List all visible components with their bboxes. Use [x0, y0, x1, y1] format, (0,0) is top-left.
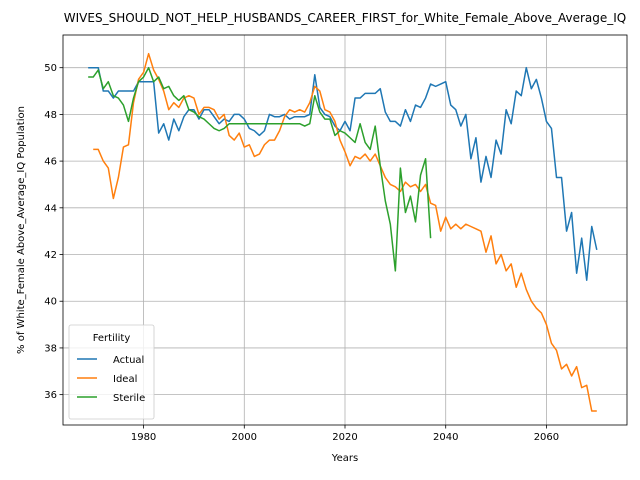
- legend-label-actual: Actual: [113, 355, 144, 366]
- x-tick-label: 1980: [131, 432, 156, 443]
- y-tick-label: 42: [44, 250, 57, 261]
- legend-label-ideal: Ideal: [113, 374, 137, 385]
- axis-ticks: 1980 2000 2020 2040 2060 36 38 40 42 44 46 48 50: [44, 63, 559, 443]
- x-tick-label: 2020: [332, 432, 357, 443]
- y-tick-label: 50: [44, 63, 57, 74]
- legend-title: Fertility: [93, 333, 131, 344]
- legend-label-sterile: Sterile: [113, 393, 145, 404]
- x-axis-label: Years: [331, 453, 358, 464]
- series-lines: [88, 52, 598, 412]
- series-line-ideal: [93, 52, 597, 412]
- y-tick-label: 40: [44, 297, 57, 308]
- chart-title: WIVES_SHOULD_NOT_HELP_HUSBANDS_CAREER_FI…: [64, 11, 626, 25]
- legend: Fertility Actual Ideal Sterile: [68, 324, 155, 420]
- y-axis-label: % of White_Female Above_Average_IQ Popul…: [16, 106, 27, 354]
- y-tick-label: 46: [44, 157, 57, 168]
- legend-box: [68, 324, 155, 420]
- x-tick-label: 2040: [433, 432, 458, 443]
- x-tick-label: 2060: [534, 432, 559, 443]
- y-tick-label: 48: [44, 110, 57, 121]
- x-tick-label: 2000: [232, 432, 257, 443]
- y-tick-label: 38: [44, 343, 57, 354]
- series-line-actual: [88, 66, 598, 281]
- y-tick-label: 36: [44, 390, 57, 401]
- y-tick-label: 44: [44, 203, 57, 214]
- series-line-sterile: [88, 66, 432, 272]
